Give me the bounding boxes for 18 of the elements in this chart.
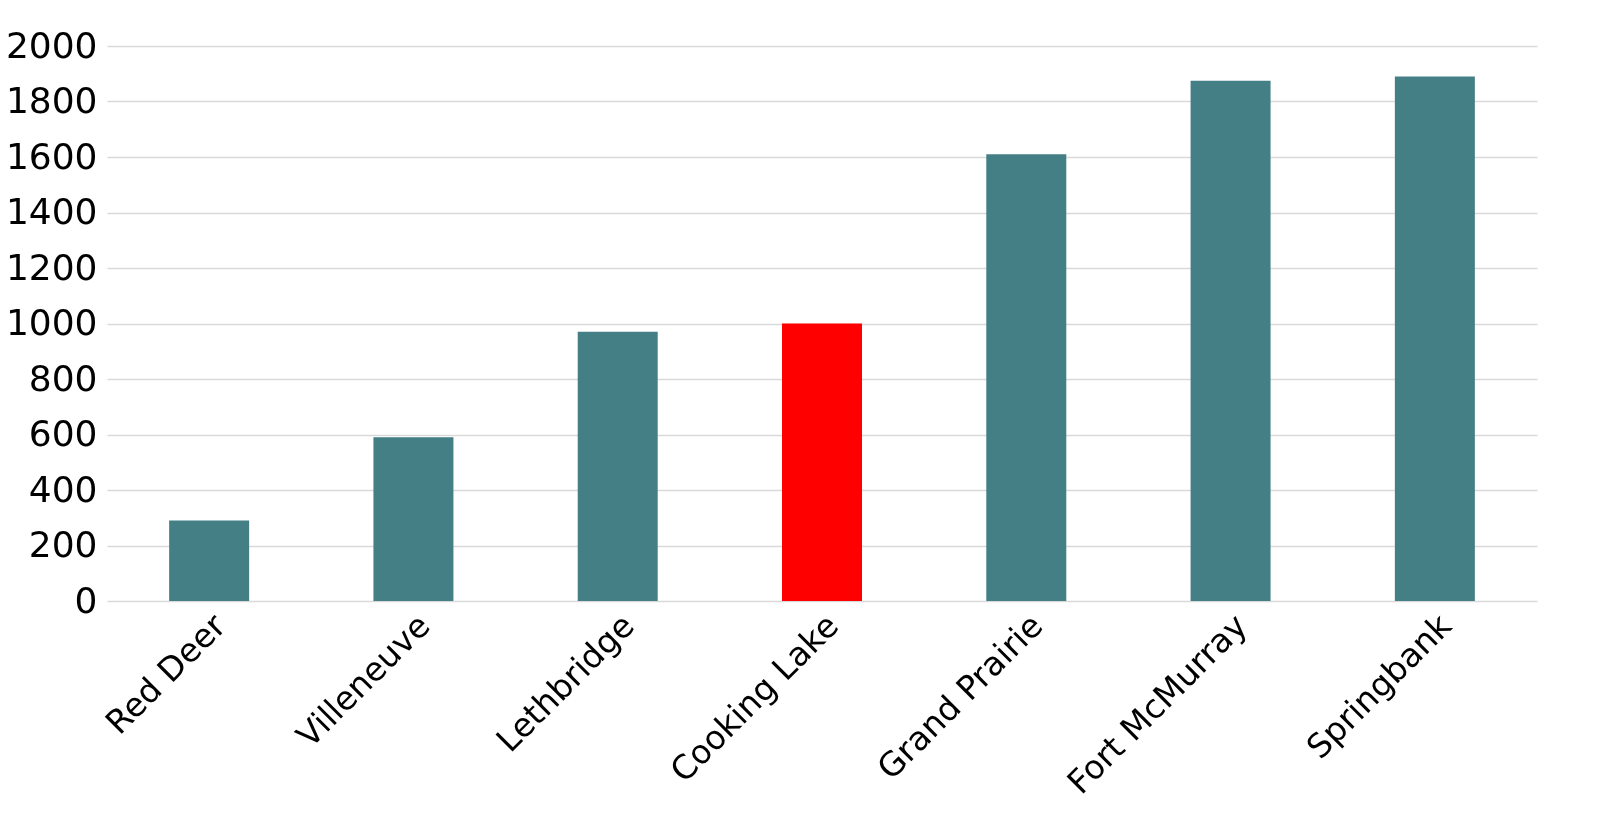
y-tick-label: 200	[28, 524, 98, 565]
bar	[373, 437, 454, 601]
y-tick-label: 1000	[5, 302, 98, 343]
y-tick-label: 1400	[5, 191, 98, 232]
y-tick-label: 1200	[5, 246, 98, 288]
bar	[986, 154, 1067, 601]
bar	[782, 323, 862, 601]
y-tick-label: 1800	[5, 80, 98, 121]
y-tick-label: 1600	[5, 135, 98, 177]
bar	[1190, 80, 1271, 601]
y-tick-label: 2000	[5, 24, 98, 66]
y-tick-label: 400	[28, 468, 98, 510]
y-tick-label: 600	[28, 413, 98, 454]
y-tick-label: 0	[74, 579, 98, 621]
bar	[577, 331, 658, 601]
bar	[1394, 76, 1475, 601]
bar	[169, 520, 250, 601]
y-tick-label: 800	[28, 357, 98, 399]
